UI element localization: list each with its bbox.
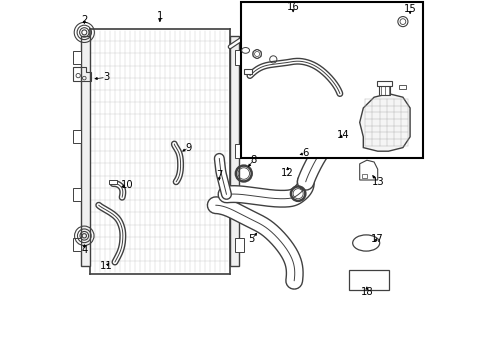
Text: 7: 7 [216, 170, 222, 180]
Bar [244, 69, 252, 74]
Text: 2: 2 [81, 15, 87, 25]
Bar [81, 36, 89, 266]
Text: 6: 6 [302, 148, 308, 158]
Text: 5: 5 [248, 234, 254, 244]
Bar [361, 174, 366, 178]
Text: 3: 3 [102, 72, 109, 82]
Text: 17: 17 [370, 234, 383, 244]
Bar [73, 238, 81, 251]
Bar [230, 36, 239, 266]
Text: 18: 18 [360, 287, 372, 297]
Text: 8: 8 [250, 155, 256, 165]
Text: 10: 10 [121, 180, 134, 190]
Text: 15: 15 [403, 4, 416, 14]
Bar [235, 238, 244, 252]
Bar [235, 50, 244, 65]
Bar [109, 180, 117, 184]
Bar [235, 144, 244, 158]
Bar [241, 2, 422, 158]
Text: 11: 11 [100, 261, 112, 271]
Text: 4: 4 [81, 245, 87, 255]
Bar [73, 130, 81, 143]
Bar [378, 85, 389, 95]
Bar [73, 188, 81, 201]
Text: 1: 1 [156, 11, 163, 21]
Text: 16: 16 [286, 2, 299, 12]
Polygon shape [359, 94, 409, 151]
Bar [399, 85, 406, 89]
Text: 12: 12 [281, 168, 293, 178]
Text: 14: 14 [337, 130, 349, 140]
Bar [73, 51, 81, 64]
Text: 13: 13 [370, 177, 383, 187]
Text: 9: 9 [185, 143, 191, 153]
Bar [348, 270, 387, 290]
Bar [376, 81, 391, 86]
